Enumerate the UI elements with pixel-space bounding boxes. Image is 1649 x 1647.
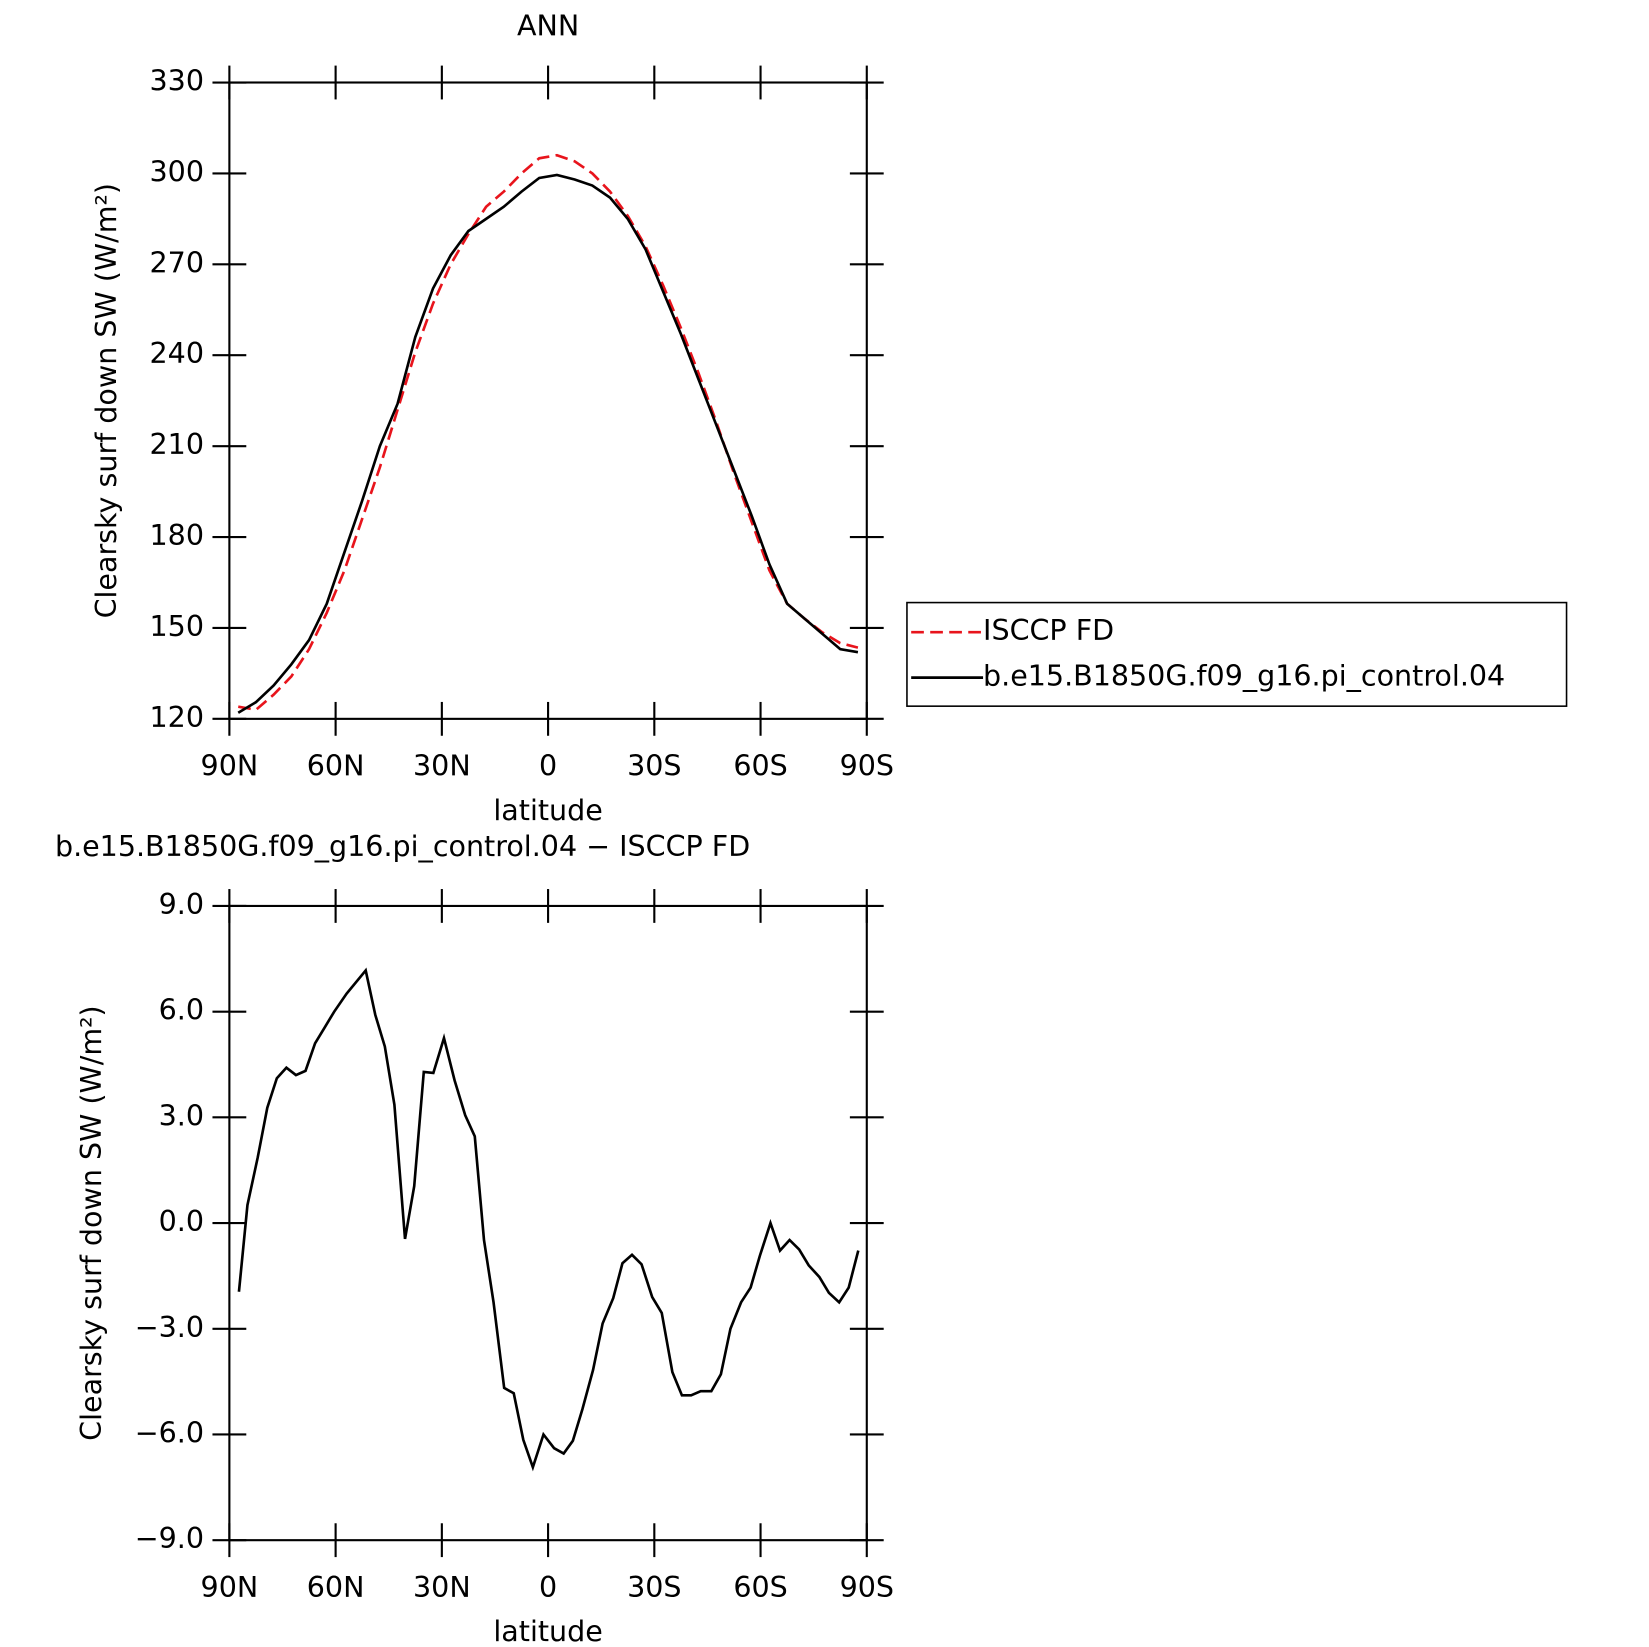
y-tick-label: 3.0: [159, 1099, 204, 1132]
y-tick-label: 6.0: [159, 994, 204, 1027]
chart-title: b.e15.B1850G.f09_g16.pi_control.04 − ISC…: [55, 830, 750, 863]
x-tick-label: 30S: [627, 749, 681, 782]
x-tick-label: 0: [539, 749, 557, 782]
y-tick-label: −3.0: [135, 1311, 204, 1344]
y-tick-label: 210: [150, 428, 204, 461]
data-line: [237, 967, 860, 1472]
x-tick-label: 30N: [413, 749, 471, 782]
y-tick-label: 120: [150, 701, 204, 734]
y-tick-label: 240: [150, 337, 204, 370]
x-tick-label: 90N: [201, 1571, 259, 1604]
plot-frame: [228, 81, 868, 720]
x-axis-label: latitude: [493, 1615, 602, 1647]
y-tick-label: −6.0: [135, 1416, 204, 1449]
x-tick-label: 90N: [201, 749, 259, 782]
y-axis-label: Clearsky surf down SW (W/m²): [75, 1005, 108, 1440]
y-tick-label: 0.0: [159, 1205, 204, 1238]
legend-box: [906, 601, 1568, 707]
chart-title: ANN: [517, 10, 579, 43]
y-tick-label: 330: [150, 65, 204, 98]
y-tick-label: 9.0: [159, 888, 204, 921]
y-tick-label: 180: [150, 519, 204, 552]
x-tick-label: 60S: [733, 749, 787, 782]
x-tick-label: 60N: [307, 1571, 365, 1604]
x-tick-label: 90S: [840, 749, 894, 782]
y-tick-label: 150: [150, 610, 204, 643]
data-line: [237, 173, 859, 714]
data-line: [238, 153, 859, 712]
x-axis-label: latitude: [493, 794, 602, 827]
y-tick-label: 270: [150, 246, 204, 279]
y-tick-label: 300: [150, 155, 204, 188]
x-tick-label: 60N: [307, 749, 365, 782]
legend-label: ISCCP FD: [983, 614, 1114, 647]
x-tick-label: 90S: [840, 1571, 894, 1604]
y-axis-label: Clearsky surf down SW (W/m²): [90, 183, 123, 618]
x-tick-label: 30N: [413, 1571, 471, 1604]
x-tick-label: 30S: [627, 1571, 681, 1604]
x-tick-label: 60S: [733, 1571, 787, 1604]
legend-label: b.e15.B1850G.f09_g16.pi_control.04: [983, 660, 1505, 693]
y-tick-label: −9.0: [135, 1522, 204, 1555]
x-tick-label: 0: [539, 1571, 557, 1604]
